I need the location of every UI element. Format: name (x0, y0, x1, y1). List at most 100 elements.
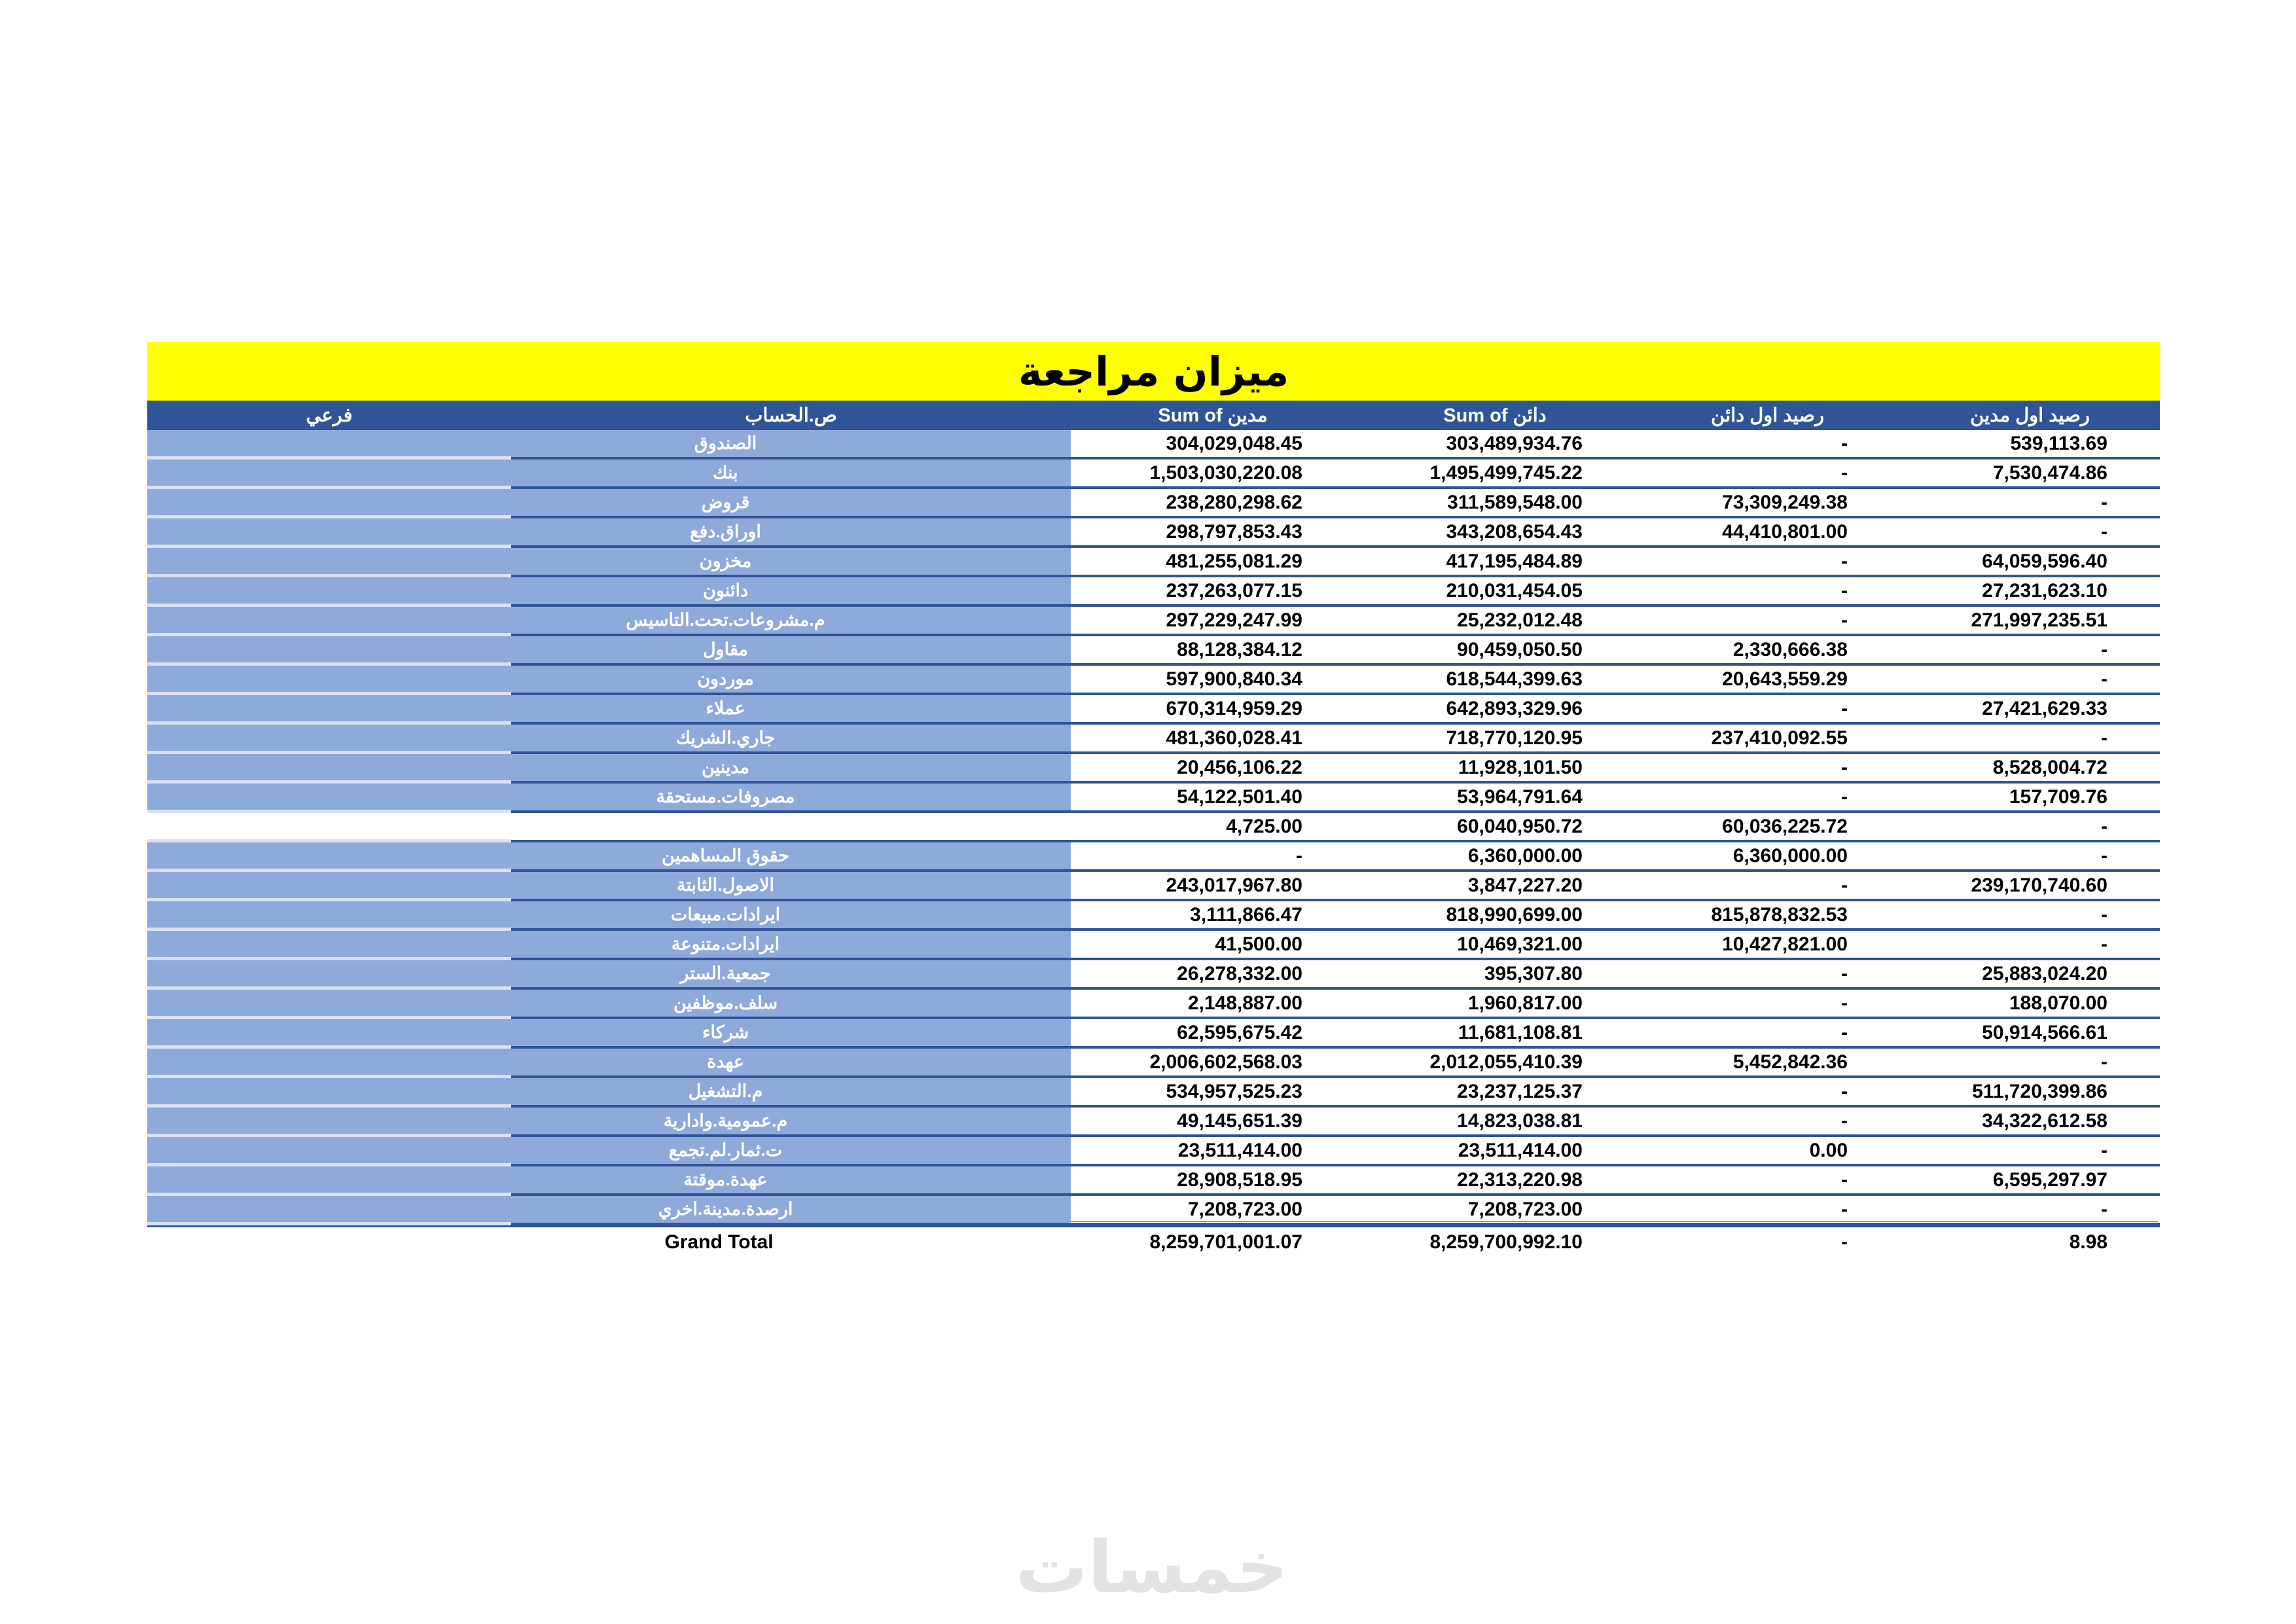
account-cell[interactable]: مقاول (511, 636, 1071, 666)
opening-credit-cell[interactable]: - (1635, 1196, 1900, 1225)
account-cell[interactable]: ايرادات.متنوعة (511, 931, 1071, 960)
sum-debit-cell[interactable]: 243,017,967.80 (1071, 872, 1355, 901)
sum-credit-cell[interactable]: 417,195,484.89 (1355, 548, 1635, 577)
sum-debit-cell[interactable]: 49,145,651.39 (1071, 1108, 1355, 1137)
opening-debit-cell[interactable]: 34,322,612.58 (1900, 1108, 2160, 1137)
account-cell[interactable]: حقوق المساهمين (511, 842, 1071, 872)
opening-credit-cell[interactable]: - (1635, 784, 1900, 813)
sub-cell[interactable] (147, 1166, 511, 1196)
account-cell[interactable]: دائنون (511, 577, 1071, 607)
sum-debit-cell[interactable]: 297,229,247.99 (1071, 607, 1355, 636)
opening-debit-cell[interactable]: - (1900, 1196, 2160, 1225)
account-cell[interactable]: اوراق.دفع (511, 518, 1071, 548)
account-cell[interactable]: ت.ثمار.لم.تجمع (511, 1137, 1071, 1166)
account-cell[interactable]: موردون (511, 666, 1071, 695)
account-cell[interactable]: بنك (511, 460, 1071, 489)
opening-debit-cell[interactable]: 64,059,596.40 (1900, 548, 2160, 577)
opening-debit-cell[interactable]: 27,421,629.33 (1900, 695, 2160, 725)
sub-cell[interactable] (147, 607, 511, 636)
header-account[interactable]: ص.الحساب (745, 405, 837, 426)
sub-cell[interactable] (147, 813, 511, 842)
header-opening-debit[interactable]: رصيد اول مدين (1970, 405, 2090, 426)
opening-credit-cell[interactable]: 237,410,092.55 (1635, 725, 1900, 754)
opening-debit-cell[interactable]: 511,720,399.86 (1900, 1078, 2160, 1108)
sub-cell[interactable] (147, 636, 511, 666)
opening-debit-cell[interactable]: - (1900, 518, 2160, 548)
sum-credit-cell[interactable]: 7,208,723.00 (1355, 1196, 1635, 1225)
opening-credit-cell[interactable]: - (1635, 1166, 1900, 1196)
sum-credit-cell[interactable]: 303,489,934.76 (1355, 430, 1635, 460)
sum-debit-cell[interactable]: - (1071, 842, 1355, 872)
opening-credit-cell[interactable]: - (1635, 1078, 1900, 1108)
sum-debit-cell[interactable]: 238,280,298.62 (1071, 489, 1355, 518)
sub-cell[interactable] (147, 1078, 511, 1108)
sum-debit-cell[interactable]: 28,908,518.95 (1071, 1166, 1355, 1196)
sub-cell[interactable] (147, 577, 511, 607)
account-cell[interactable]: عهدة (511, 1049, 1071, 1078)
opening-credit-cell[interactable]: - (1841, 1231, 1848, 1253)
sub-cell[interactable] (147, 548, 511, 577)
sum-credit-cell[interactable]: 343,208,654.43 (1355, 518, 1635, 548)
sum-debit-cell[interactable]: 298,797,853.43 (1071, 518, 1355, 548)
sum-credit-cell[interactable]: 618,544,399.63 (1355, 666, 1635, 695)
opening-debit-cell[interactable]: - (1900, 666, 2160, 695)
sub-cell[interactable] (147, 1049, 511, 1078)
opening-credit-cell[interactable]: - (1635, 607, 1900, 636)
opening-credit-cell[interactable]: - (1635, 872, 1900, 901)
opening-debit-cell[interactable]: - (1900, 931, 2160, 960)
account-cell[interactable]: عهدة.موقتة (511, 1166, 1071, 1196)
opening-credit-cell[interactable]: 6,360,000.00 (1635, 842, 1900, 872)
opening-debit-cell[interactable]: 157,709.76 (1900, 784, 2160, 813)
sum-credit-cell[interactable]: 53,964,791.64 (1355, 784, 1635, 813)
sub-cell[interactable] (147, 489, 511, 518)
sum-credit-cell[interactable]: 210,031,454.05 (1355, 577, 1635, 607)
account-cell[interactable]: ايرادات.مبيعات (511, 901, 1071, 931)
opening-debit-cell[interactable]: 8.98 (2069, 1231, 2108, 1253)
sum-debit-cell[interactable]: 23,511,414.00 (1071, 1137, 1355, 1166)
opening-credit-cell[interactable]: 815,878,832.53 (1635, 901, 1900, 931)
sum-debit-cell[interactable]: 20,456,106.22 (1071, 754, 1355, 784)
opening-debit-cell[interactable]: - (1900, 1137, 2160, 1166)
opening-debit-cell[interactable]: - (1900, 725, 2160, 754)
sum-credit-cell[interactable]: 1,495,499,745.22 (1355, 460, 1635, 489)
sub-cell[interactable] (147, 754, 511, 784)
sum-debit-cell[interactable]: 3,111,866.47 (1071, 901, 1355, 931)
account-cell[interactable]: م.التشغيل (511, 1078, 1071, 1108)
sub-cell[interactable] (147, 518, 511, 548)
sum-credit-cell[interactable]: 14,823,038.81 (1355, 1108, 1635, 1137)
sum-debit-cell[interactable]: 4,725.00 (1071, 813, 1355, 842)
sub-cell[interactable] (147, 1137, 511, 1166)
account-cell[interactable] (511, 813, 1071, 842)
opening-debit-cell[interactable]: - (1900, 813, 2160, 842)
account-cell[interactable]: قروض (511, 489, 1071, 518)
account-cell[interactable]: سلف.موظفين (511, 990, 1071, 1019)
sum-debit-cell[interactable]: 54,122,501.40 (1071, 784, 1355, 813)
opening-debit-cell[interactable]: 8,528,004.72 (1900, 754, 2160, 784)
opening-debit-cell[interactable]: 25,883,024.20 (1900, 960, 2160, 990)
sub-cell[interactable] (147, 960, 511, 990)
opening-debit-cell[interactable]: - (1900, 636, 2160, 666)
sum-credit-cell[interactable]: 818,990,699.00 (1355, 901, 1635, 931)
account-cell[interactable]: عملاء (511, 695, 1071, 725)
header-opening-credit[interactable]: رصيد اول دائن (1711, 405, 1824, 426)
header-sum-credit[interactable]: Sum of دائن (1443, 405, 1547, 426)
opening-credit-cell[interactable]: - (1635, 1108, 1900, 1137)
sum-credit-cell[interactable]: 718,770,120.95 (1355, 725, 1635, 754)
sum-credit-cell[interactable]: 10,469,321.00 (1355, 931, 1635, 960)
sub-cell[interactable] (147, 1108, 511, 1137)
sub-cell[interactable] (147, 1196, 511, 1225)
opening-debit-cell[interactable]: 7,530,474.86 (1900, 460, 2160, 489)
sub-cell[interactable] (147, 666, 511, 695)
sub-cell[interactable] (147, 695, 511, 725)
sum-debit-cell[interactable]: 481,255,081.29 (1071, 548, 1355, 577)
sum-credit-cell[interactable]: 25,232,012.48 (1355, 607, 1635, 636)
sum-debit-cell[interactable]: 237,263,077.15 (1071, 577, 1355, 607)
sum-credit-cell[interactable]: 60,040,950.72 (1355, 813, 1635, 842)
account-cell[interactable]: Grand Total (511, 1227, 1071, 1257)
sum-credit-cell[interactable]: 1,960,817.00 (1355, 990, 1635, 1019)
header-sub[interactable]: فرعي (306, 405, 353, 426)
account-cell[interactable]: مخزون (511, 548, 1071, 577)
opening-credit-cell[interactable]: - (1635, 960, 1900, 990)
sum-credit-cell[interactable]: 8,259,700,992.10 (1429, 1231, 1583, 1253)
sub-cell[interactable] (147, 842, 511, 872)
